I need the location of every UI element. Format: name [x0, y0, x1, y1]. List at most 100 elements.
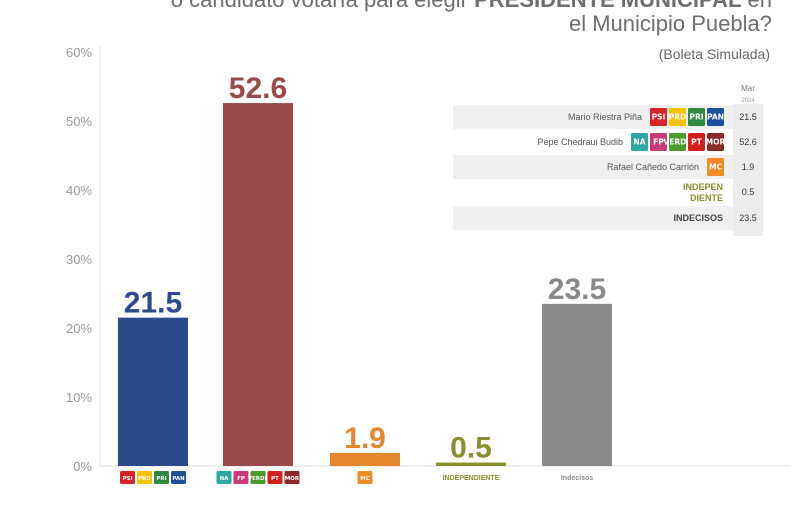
party-logo-bg [120, 471, 135, 484]
title-prefix: o candidato votaría para elegir [171, 0, 468, 12]
bar-value-label: 1.9 [344, 422, 386, 455]
bars-group: 21.5 52.6 1.9 0.5 23.5 [118, 72, 612, 466]
party-logo-text: NA [633, 138, 645, 147]
table-row-name-line2: DIENTE [690, 193, 723, 203]
party-logo-mc: MC [707, 158, 724, 176]
party-logo-bg [650, 133, 667, 151]
table-value-column [733, 104, 763, 236]
party-logo-fp: FP [233, 471, 249, 484]
party-logo-prd: PRD [669, 108, 687, 126]
party-logo-text: MOR [706, 138, 726, 147]
party-logo-pt: PT [688, 133, 705, 151]
y-tick-label: 0% [73, 459, 92, 474]
title-bold: PRESIDENTE MUNICIPAL [474, 0, 741, 12]
y-tick-label: 40% [66, 183, 92, 198]
party-logo-text: PRI [156, 476, 166, 482]
party-logo-text: PT [691, 138, 703, 147]
party-logo-na: NA [216, 471, 232, 484]
table-row-value: 1.9 [742, 162, 755, 172]
party-logo-pvem: VERDE [248, 471, 269, 484]
bar-value-label: 21.5 [124, 287, 182, 320]
bar [436, 462, 506, 466]
party-logo-bg [669, 133, 686, 151]
bar [330, 452, 400, 466]
party-logo-text: PSI [652, 113, 666, 122]
party-logo-bg [154, 471, 169, 484]
bar [118, 317, 188, 466]
y-tick-label: 50% [66, 114, 92, 129]
party-logo-bg [669, 108, 686, 126]
party-logo-text: PSI [123, 476, 133, 482]
x-axis-labels: PSI PRD PRI PAN NA FP VERDE PT MOR MC INDEPENDIENT… [120, 471, 593, 484]
party-logo-bg [650, 108, 667, 126]
bar [223, 103, 293, 466]
party-logo-text: PAN [172, 476, 185, 482]
party-logo-mc: MC [357, 471, 373, 484]
table-row-name: Mario Riestra Piña [568, 112, 642, 122]
title-suffix: en [748, 0, 772, 12]
party-logo-text: NA [220, 476, 230, 482]
bar-value-label: 52.6 [229, 72, 287, 105]
table-row-bg [453, 105, 733, 129]
table-column-subheader: 2024 [741, 98, 755, 104]
bar-value-label: 23.5 [548, 273, 606, 306]
party-logo-mor: MOR [706, 133, 726, 151]
party-logo-text: MC [360, 476, 369, 482]
party-logo-bg [631, 133, 648, 151]
party-logo-prd: PRD [137, 471, 152, 484]
table-row-value: 0.5 [742, 187, 755, 197]
party-logo-fp: FP [650, 133, 667, 151]
party-logo-bg [233, 471, 249, 484]
y-tick-label: 60% [66, 45, 92, 60]
y-axis: 0% 10% 20% 30% 40% 50% 60% [66, 45, 790, 474]
table-row-value: 21.5 [739, 112, 757, 122]
party-logo-bg [171, 471, 186, 484]
party-logo-text: MOR [285, 476, 300, 482]
party-logo-bg [284, 471, 300, 484]
table-row-value: 52.6 [739, 137, 757, 147]
party-logo-text: PRI [689, 113, 703, 122]
party-logo-bg [216, 471, 232, 484]
party-logo-text: PRD [138, 476, 151, 482]
bar-value-label: 0.5 [450, 432, 492, 465]
chart-title: o candidato votaría para elegir PRESIDEN… [171, 0, 772, 36]
x-category-label: Indecisos [561, 475, 593, 482]
party-logo-bg [688, 133, 705, 151]
party-logo-bg [707, 158, 724, 176]
party-logo-psi: PSI [650, 108, 667, 126]
title-line2: el Municipio Puebla? [568, 11, 772, 36]
party-logo-bg [250, 471, 266, 484]
party-logo-psi: PSI [120, 471, 135, 484]
party-logo-text: PAN [707, 113, 724, 122]
table-row-value: 23.5 [739, 213, 757, 223]
table-row-name: Rafael Cañedo Carrión [607, 162, 699, 172]
table-row-name: INDEPEN [683, 182, 723, 192]
party-logo-bg [267, 471, 283, 484]
table-row-name: INDECISOS [673, 213, 723, 223]
party-logo-text: FP [237, 476, 245, 482]
table-row-name: Pepe Chedraui Budib [537, 137, 623, 147]
chart-subtitle: (Boleta Simulada) [658, 46, 770, 62]
party-logo-pri: PRI [154, 471, 169, 484]
y-tick-label: 20% [66, 321, 92, 336]
party-logo-pvem: VERDE [663, 133, 692, 151]
party-logo-text: FP [653, 138, 664, 147]
party-logo-pan: PAN [707, 108, 724, 126]
party-logo-bg [707, 133, 724, 151]
party-logo-text: MC [709, 163, 723, 172]
party-logo-pt: PT [267, 471, 283, 484]
party-logo-text: PT [271, 476, 279, 482]
y-tick-label: 30% [66, 252, 92, 267]
party-logo-na: NA [631, 133, 648, 151]
party-logo-bg [688, 108, 705, 126]
table-row-bg [453, 206, 733, 230]
party-logo-bg [707, 108, 724, 126]
legend-table: Mar 2024 PSI PRD PRI PAN Mario Riestra Piña 21.… [453, 84, 763, 236]
table-row-bg [453, 155, 733, 179]
x-category-label: INDEPENDIENTE [443, 475, 500, 482]
party-logo-text: VERDE [248, 476, 269, 482]
party-logo-text: VERDE [663, 138, 691, 147]
party-logo-pan: PAN [171, 471, 186, 484]
party-logo-text: PRD [669, 113, 687, 122]
